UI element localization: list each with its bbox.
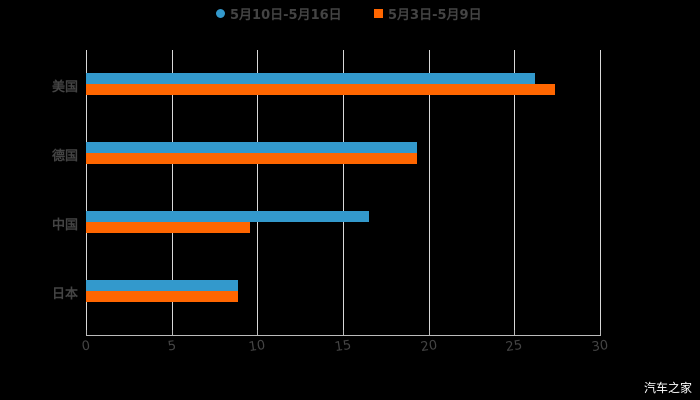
- grid-line: [600, 50, 601, 330]
- legend-square-icon: [374, 9, 383, 18]
- x-tick: [86, 330, 87, 336]
- legend-item-series-1[interactable]: 5月10日-5月16日: [216, 4, 342, 23]
- grid-line: [171, 50, 173, 330]
- bar[interactable]: [86, 73, 535, 84]
- x-tick-label: 10: [248, 337, 267, 356]
- legend-label: 5月10日-5月16日: [230, 8, 342, 23]
- y-category-label: 中国: [51, 218, 78, 233]
- x-tick-label: 5: [166, 338, 177, 355]
- bar[interactable]: [86, 280, 239, 291]
- x-tick: [600, 330, 601, 336]
- x-tick-label: 25: [505, 337, 524, 356]
- x-tick-label: 20: [419, 337, 438, 356]
- grid-line: [257, 50, 259, 330]
- legend-label: 5月3日-5月9日: [388, 8, 482, 23]
- grid-line: [343, 50, 344, 330]
- legend-item-series-2[interactable]: 5月3日-5月9日: [374, 4, 482, 23]
- x-tick-label: 30: [590, 337, 610, 356]
- x-tick: [171, 330, 173, 336]
- watermark: 汽车之家: [643, 381, 692, 395]
- x-axis: [86, 335, 600, 336]
- grid-line: [428, 50, 430, 330]
- y-category-label: 德国: [51, 149, 78, 164]
- x-tick-label: 15: [333, 337, 353, 356]
- bar[interactable]: [86, 222, 251, 233]
- x-tick: [514, 330, 516, 336]
- bar[interactable]: [86, 84, 556, 95]
- bar[interactable]: [86, 211, 369, 222]
- legend: 5月10日-5月16日 5月3日-5月9日: [0, 4, 700, 24]
- bar[interactable]: [86, 291, 239, 302]
- bar[interactable]: [86, 153, 417, 164]
- y-category-label: 日本: [51, 287, 78, 302]
- y-category-label: 美国: [51, 80, 78, 95]
- bar[interactable]: [86, 142, 417, 153]
- x-tick: [257, 330, 259, 336]
- x-tick-label: 0: [80, 338, 92, 355]
- x-tick: [343, 330, 344, 336]
- legend-circle-icon: [216, 9, 225, 18]
- grid-line: [514, 50, 516, 330]
- grid-line: [86, 50, 87, 330]
- x-tick: [428, 330, 430, 336]
